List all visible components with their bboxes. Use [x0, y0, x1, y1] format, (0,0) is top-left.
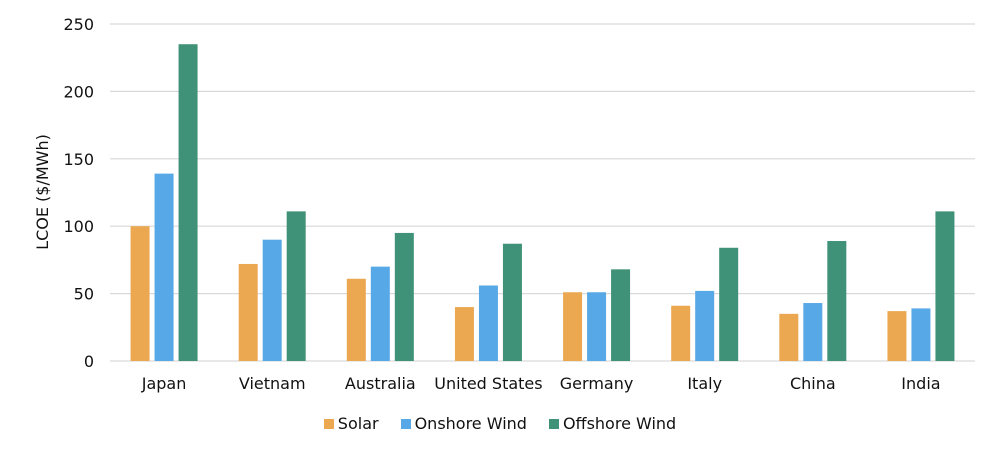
legend-label: Offshore Wind — [562, 414, 677, 433]
x-tick-label: Japan — [141, 374, 187, 393]
x-tick-label: China — [790, 374, 836, 393]
bar-solar-united-states — [454, 307, 474, 361]
legend-item: Offshore Wind — [548, 414, 677, 433]
bar-solar-vietnam — [238, 263, 258, 361]
y-tick-label: 100 — [63, 217, 94, 236]
legend-label: Solar — [337, 414, 379, 433]
legend-item: Solar — [323, 414, 379, 433]
x-tick-label: Vietnam — [239, 374, 306, 393]
legend: Solar Onshore Wind Offshore Wind — [0, 414, 1000, 433]
y-tick-label: 250 — [63, 15, 94, 34]
legend-swatch — [548, 418, 559, 429]
bar-offshore-wind-vietnam — [286, 211, 306, 361]
x-axis-labels: Japan Vietnam Australia United States German… — [141, 374, 941, 393]
y-tick-label: 150 — [63, 150, 94, 169]
bars — [130, 44, 955, 361]
x-tick-label: Italy — [687, 374, 722, 393]
bar-onshore-wind-united-states — [478, 285, 498, 361]
x-tick-label: Germany — [560, 374, 634, 393]
y-axis-label: LCOE ($/MWh) — [33, 134, 52, 250]
bar-onshore-wind-germany — [587, 292, 607, 361]
bar-onshore-wind-vietnam — [262, 239, 282, 361]
bar-offshore-wind-australia — [394, 232, 414, 361]
bar-solar-china — [779, 313, 799, 361]
bar-onshore-wind-australia — [370, 266, 390, 361]
bar-onshore-wind-china — [803, 303, 823, 361]
bar-solar-italy — [671, 305, 691, 361]
legend-label: Onshore Wind — [414, 414, 527, 433]
x-tick-label: India — [901, 374, 940, 393]
bar-offshore-wind-china — [827, 241, 847, 361]
bar-offshore-wind-germany — [611, 269, 631, 361]
bar-chart: 0 50 100 150 200 250 Japan Vietnam Australia Uni… — [33, 15, 975, 393]
legend-swatch — [323, 418, 334, 429]
x-tick-label: Australia — [345, 374, 416, 393]
bar-onshore-wind-india — [911, 308, 931, 361]
y-tick-label: 50 — [74, 285, 94, 304]
bar-offshore-wind-italy — [719, 247, 739, 361]
bar-solar-australia — [346, 278, 366, 361]
bar-offshore-wind-japan — [178, 44, 198, 361]
y-tick-label: 200 — [63, 82, 94, 101]
x-tick-label: United States — [434, 374, 542, 393]
bar-onshore-wind-italy — [695, 290, 715, 361]
legend-swatch — [400, 418, 411, 429]
bar-solar-india — [887, 311, 907, 361]
bar-onshore-wind-japan — [154, 173, 174, 361]
bar-offshore-wind-india — [935, 211, 955, 361]
bar-solar-japan — [130, 226, 150, 361]
bar-offshore-wind-united-states — [502, 243, 522, 361]
bar-solar-germany — [563, 292, 583, 361]
legend-item: Onshore Wind — [400, 414, 527, 433]
y-tick-label: 0 — [84, 352, 94, 371]
y-axis-ticks: 0 50 100 150 200 250 — [63, 15, 94, 371]
